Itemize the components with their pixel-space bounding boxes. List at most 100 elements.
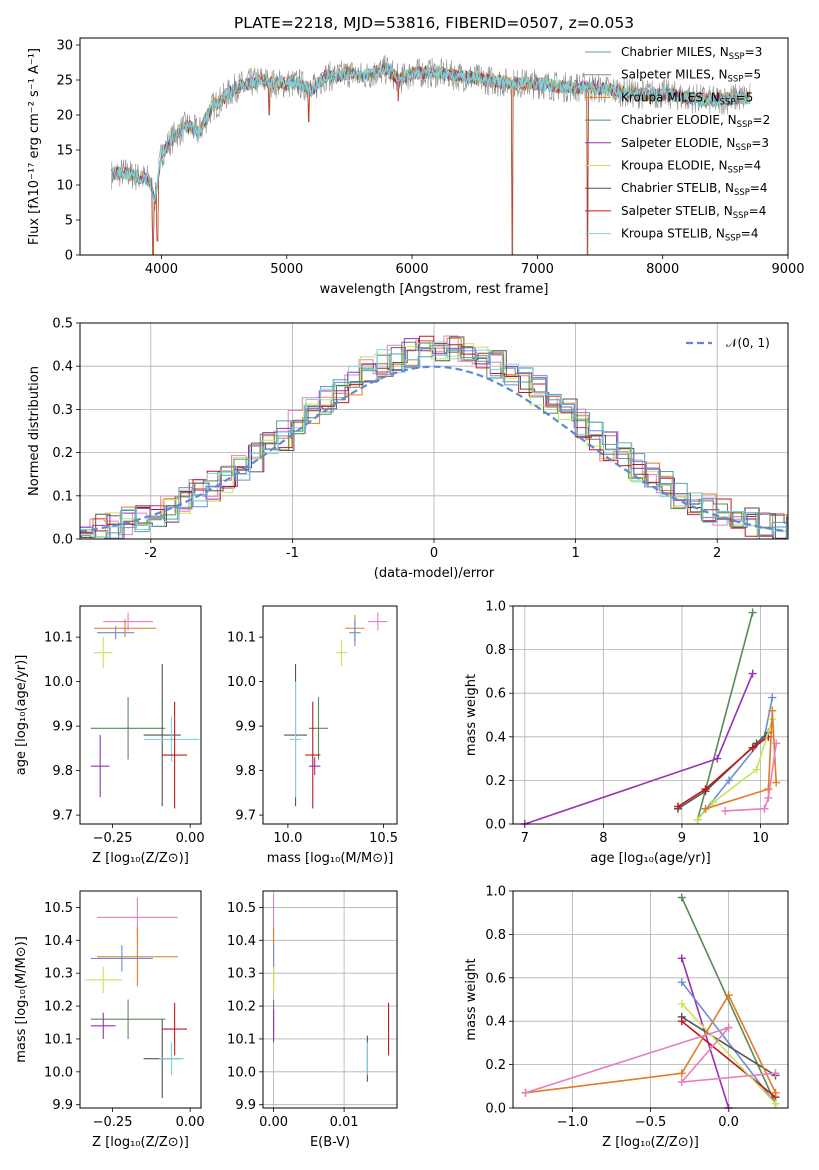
y-tick-label: 10.5 xyxy=(227,901,256,916)
weight-marker xyxy=(713,754,722,763)
y-tick-label: 9.8 xyxy=(235,764,256,779)
weight-marker xyxy=(724,1023,733,1032)
y-tick-label: 10.1 xyxy=(227,1032,256,1047)
x-tick-label: 0.00 xyxy=(259,1115,288,1130)
weight-line-chabrier_elodie xyxy=(681,897,777,1105)
x-axis-label: Z [log₁₀(Z/Z⊙)] xyxy=(602,1135,699,1150)
weight-marker xyxy=(677,978,686,987)
x-tick-label: 5000 xyxy=(270,262,303,277)
x-tick-label: 0 xyxy=(430,546,438,561)
y-tick-label: 0.2 xyxy=(52,446,73,461)
y-tick-label: 1.0 xyxy=(485,885,506,900)
y-tick-label: 1.0 xyxy=(485,600,506,615)
age_vs_mass-frame xyxy=(262,605,398,825)
y-tick-label: 0.4 xyxy=(52,360,73,375)
x-axis-label: E(B-V) xyxy=(310,1135,350,1150)
y-tick-label: 10.0 xyxy=(227,675,256,690)
age_vs_Z-axes: −0.25 0.00 9.7 9.8 9.9 10.0 10.1 Z [log₁₀(Z/Z⊙)… xyxy=(14,631,205,866)
y-tick-label: 10.1 xyxy=(227,631,256,646)
weight-line-pink xyxy=(725,743,777,812)
x-tick-label: −1.0 xyxy=(557,1115,589,1130)
x-tick-label: 1 xyxy=(571,546,579,561)
weight_vs_Z-lines xyxy=(521,893,780,1112)
weight-marker xyxy=(677,954,686,963)
x-tick-label: −0.25 xyxy=(93,1115,133,1130)
weight-line-kroupa_miles xyxy=(525,993,777,1094)
x-tick-label: 8000 xyxy=(646,262,679,277)
y-tick-label: 0.4 xyxy=(485,1015,506,1030)
age_vs_Z-points xyxy=(90,612,200,809)
y-tick-label: 10 xyxy=(56,179,73,194)
x-axis-label: wavelength [Angstrom, rest frame] xyxy=(320,282,549,297)
x-tick-label: 0.01 xyxy=(330,1115,359,1130)
weight-marker xyxy=(772,778,781,787)
weight-marker xyxy=(772,739,781,748)
weight-line-blue xyxy=(681,981,777,1105)
legend-label: Chabrier ELODIE, NSSP=2 xyxy=(621,113,770,130)
weight-marker xyxy=(764,785,773,794)
weight-marker xyxy=(748,608,757,617)
weight-line-salpeter_stelib xyxy=(677,736,769,808)
weight-marker xyxy=(721,806,730,815)
x-tick-label: 6000 xyxy=(396,262,429,277)
x-axis-label: Z [log₁₀(Z/Z⊙)] xyxy=(92,1135,189,1150)
weight-marker xyxy=(724,991,733,1000)
x-tick-label: 2 xyxy=(713,546,721,561)
spectrum-lines xyxy=(110,54,751,255)
x-axis-label: mass [log₁₀(M/M⊙)] xyxy=(267,851,394,866)
y-axis-label: Flux [fλ10⁻¹⁷ erg cm⁻² s⁻¹ A⁻¹] xyxy=(27,48,42,245)
mass_vs_EBV-axes: 0.00 0.01 9.9 10.0 10.1 10.2 10.3 10.4 10.5 E(B-V… xyxy=(227,891,397,1150)
spectrum-kroupa_stelib xyxy=(110,63,751,202)
y-tick-label: 0.6 xyxy=(485,971,506,986)
x-tick-label: -1 xyxy=(286,546,299,561)
x-tick-label: 0.0 xyxy=(718,1115,739,1130)
weight-line-kroupa_elodie xyxy=(681,1003,777,1105)
weight-marker xyxy=(677,999,686,1008)
legend-label: Kroupa MILES, NSSP=5 xyxy=(621,90,753,107)
y-tick-label: 10.4 xyxy=(227,934,256,949)
weight-marker xyxy=(693,815,702,824)
y-tick-label: 30 xyxy=(56,39,73,54)
histogram-kroupa_stelib xyxy=(80,341,788,539)
x-axis-label: Z [log₁₀(Z/Z⊙)] xyxy=(92,851,189,866)
weight-line-chabrier_stelib xyxy=(681,1016,776,1077)
weight_vs_Z-axes: −1.0 −0.5 0.0 0.0 0.2 0.4 0.6 0.8 1.0 Z [log₁₀(Z/… xyxy=(464,885,788,1150)
legend-label: Salpeter MILES, NSSP=5 xyxy=(621,68,761,85)
weight-marker xyxy=(677,1069,686,1078)
y-tick-label: 9.9 xyxy=(52,720,73,735)
weight-marker xyxy=(521,1088,530,1097)
weight_vs_age-axes: 7 8 9 10 0.0 0.2 0.4 0.6 0.8 1.0 age [log₁₀(age/yr… xyxy=(464,600,788,866)
y-tick-label: 0.5 xyxy=(52,317,73,332)
gaussian-curve xyxy=(80,365,788,533)
y-tick-label: 0.1 xyxy=(52,489,73,504)
figure-title: PLATE=2218, MJD=53816, FIBERID=0507, z=0… xyxy=(234,14,634,32)
x-tick-label: 9000 xyxy=(771,262,804,277)
spectrum-frame xyxy=(79,37,789,256)
y-tick-label: 10.3 xyxy=(227,967,256,982)
x-tick-label: -2 xyxy=(144,546,157,561)
mass_vs_Z-axes: −0.25 0.00 9.9 10.0 10.1 10.2 10.3 10.4 10.5 Z [l… xyxy=(14,901,205,1150)
y-tick-label: 10.0 xyxy=(44,1065,73,1080)
weight-line-salpeter_elodie xyxy=(524,673,754,825)
y-axis-label: mass weight xyxy=(464,958,479,1040)
y-tick-label: 9.8 xyxy=(52,764,73,779)
weight_vs_Z-frame xyxy=(512,890,789,1109)
spectrum-legend: Chabrier MILES, NSSP=3 Salpeter MILES, NS… xyxy=(585,45,770,244)
y-tick-label: 0.6 xyxy=(485,687,506,702)
mass_vs_Z-frame xyxy=(79,890,202,1109)
histogram-kroupa_elodie xyxy=(80,343,788,539)
y-tick-label: 0.0 xyxy=(52,533,73,548)
y-tick-label: 10.5 xyxy=(44,901,73,916)
mass_vs_EBV-points xyxy=(273,894,390,1082)
weight-line-kroupa_miles xyxy=(705,710,777,810)
y-axis-label: mass weight xyxy=(464,674,479,756)
x-tick-label: 0.00 xyxy=(176,1115,205,1130)
y-tick-label: 0.8 xyxy=(485,643,506,658)
spectrum-axes: 4000 5000 6000 7000 8000 9000 0 5 10 15 20 25 30 wave… xyxy=(27,39,805,298)
x-tick-label: 4000 xyxy=(145,262,178,277)
y-tick-label: 10.3 xyxy=(44,967,73,982)
y-tick-label: 10.1 xyxy=(44,631,73,646)
weight-marker xyxy=(768,693,777,702)
y-tick-label: 10.2 xyxy=(44,1000,73,1015)
